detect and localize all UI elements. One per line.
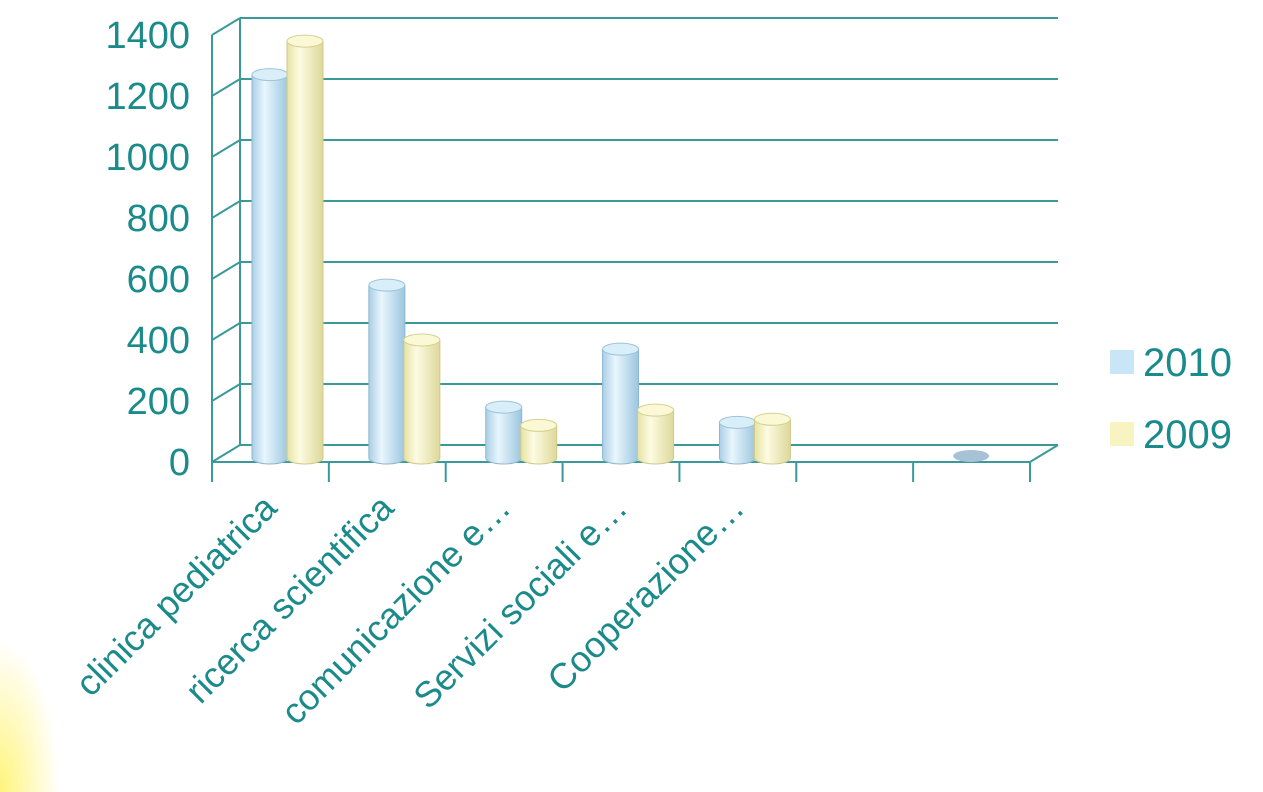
category-label: Servizi sociali e… [405,487,635,717]
grid-line-depth [211,383,241,402]
bar-top [637,403,675,417]
bar-top [368,278,406,292]
bar [637,403,675,465]
y-tick-label: 400 [127,320,190,362]
bar-top [403,333,441,347]
y-tick-label: 0 [169,442,190,484]
bar [368,278,406,465]
bar-body [637,409,675,465]
x-axis-depth-line [1029,444,1059,463]
bar-top [485,400,523,414]
bar-base [953,450,990,462]
bar [718,415,756,465]
category-label: clinica pediatrica [67,486,285,704]
category-label: Cooperazione… [539,487,752,700]
category-label: ricerca scientifica [177,486,402,711]
grid-line-depth [211,17,241,36]
grid-line-depth [211,444,241,463]
bar-top [753,412,791,426]
bar-body [286,40,324,465]
bar [403,333,441,465]
bar-top [718,415,756,429]
y-tick-label: 600 [127,259,190,301]
category-label: comunicazione e… [273,487,518,732]
grid-line-depth [211,139,241,158]
y-tick-label: 1000 [105,137,190,179]
legend-label: 2010 [1143,341,1232,385]
grid-line-depth [211,78,241,97]
y-tick-label: 1200 [105,76,190,118]
legend: 2010 2009 [1110,341,1232,457]
bar [753,412,791,465]
y-tick-label: 1400 [105,15,190,57]
bar-body [602,348,640,465]
bar-top [602,342,640,356]
y-tick-label: 200 [127,381,190,423]
bar [520,418,558,465]
bar-top [251,68,289,82]
grid-line-depth [211,200,241,219]
corner-glow [0,640,60,792]
bar [286,34,324,465]
bar [602,342,640,465]
bar-body [485,406,523,465]
bar-body [520,424,558,465]
grid-line-depth [211,261,241,280]
legend-swatch [1110,350,1134,374]
bar-body [368,284,406,465]
bar [251,68,289,465]
bar [485,400,523,465]
y-tick-label: 800 [127,198,190,240]
grid-line-depth [211,322,241,341]
legend-swatch [1110,422,1134,446]
bar-top [520,418,558,432]
bar-top [286,34,324,48]
bar-body [251,74,289,465]
y-axis-ticks: 0 200 400 600 800 1000 1200 1400 [105,15,190,484]
bar-body [753,418,791,465]
bar-body [403,339,441,465]
bars [251,34,990,465]
legend-label: 2009 [1143,413,1232,457]
